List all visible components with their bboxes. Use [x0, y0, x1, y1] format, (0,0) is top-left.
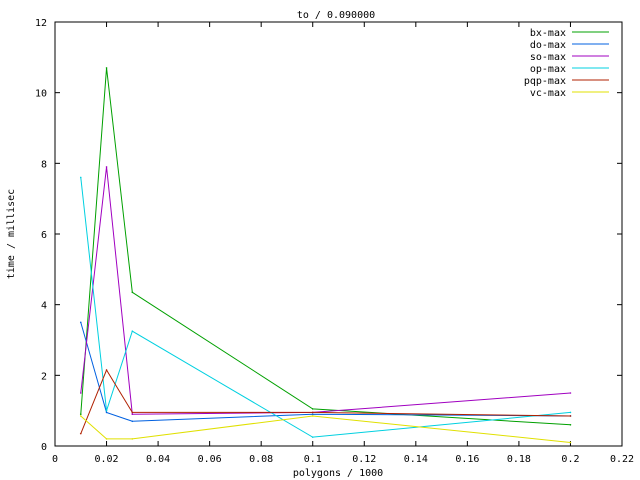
- data-point-op-max: [311, 436, 314, 438]
- data-point-bx-max: [131, 291, 134, 294]
- y-axis-label: time / millisec: [6, 189, 17, 279]
- x-tick-label: 0.22: [610, 454, 634, 465]
- data-point-so-max: [569, 392, 572, 394]
- x-tick-label: 0.12: [352, 454, 376, 465]
- data-point-op-max: [79, 176, 82, 179]
- y-tick-label: 6: [41, 230, 47, 241]
- data-point-vc-max: [105, 438, 108, 440]
- legend-label-so-max: so-max: [530, 52, 566, 63]
- legend-label-pqp-max: pqp-max: [524, 76, 566, 87]
- chart-title: to / 0.090000: [297, 10, 375, 21]
- data-point-op-max: [569, 411, 572, 414]
- x-tick-label: 0.14: [404, 454, 428, 465]
- y-tick-label: 0: [41, 442, 47, 453]
- legend-label-do-max: do-max: [530, 40, 566, 51]
- data-point-op-max: [131, 330, 134, 332]
- data-point-vc-max: [311, 415, 314, 417]
- data-point-pqp-max: [311, 411, 314, 414]
- data-point-do-max: [131, 420, 134, 423]
- data-point-pqp-max: [105, 369, 108, 371]
- data-point-vc-max: [79, 415, 82, 417]
- y-tick-label: 12: [35, 18, 47, 29]
- x-tick-label: 0.16: [455, 454, 479, 465]
- x-tick-label: 0.06: [198, 454, 222, 465]
- data-point-bx-max: [79, 413, 82, 416]
- x-tick-label: 0.08: [249, 454, 273, 465]
- data-point-do-max: [79, 321, 82, 324]
- x-axis-label: polygons / 1000: [293, 468, 383, 479]
- data-point-pqp-max: [79, 432, 82, 435]
- data-point-vc-max: [569, 441, 572, 444]
- x-tick-label: 0.1: [304, 454, 322, 465]
- x-tick-label: 0: [52, 454, 58, 465]
- data-point-do-max: [105, 411, 108, 414]
- x-tick-label: 0.2: [561, 454, 579, 465]
- legend-label-bx-max: bx-max: [530, 28, 566, 39]
- legend-label-vc-max: vc-max: [530, 88, 566, 99]
- data-point-op-max: [105, 409, 108, 412]
- y-tick-label: 2: [41, 371, 47, 382]
- y-tick-label: 10: [35, 89, 47, 100]
- series-line-bx-max: [80, 67, 571, 426]
- y-tick-label: 8: [41, 159, 47, 170]
- series-line-so-max: [80, 166, 571, 415]
- data-point-vc-max: [131, 438, 134, 440]
- data-point-bx-max: [569, 424, 572, 426]
- data-point-so-max: [131, 413, 134, 416]
- x-tick-label: 0.04: [146, 454, 170, 465]
- data-point-so-max: [79, 392, 82, 394]
- series-line-do-max: [80, 322, 571, 422]
- data-point-do-max: [311, 413, 314, 416]
- series-line-pqp-max: [80, 368, 571, 434]
- x-tick-label: 0.02: [94, 454, 118, 465]
- data-point-pqp-max: [131, 411, 134, 414]
- legend-label-op-max: op-max: [530, 64, 566, 75]
- data-point-bx-max: [311, 408, 314, 410]
- x-tick-label: 0.18: [507, 454, 531, 465]
- data-point-bx-max: [105, 67, 108, 69]
- series-lines: [79, 67, 572, 444]
- data-point-so-max: [105, 166, 108, 168]
- y-tick-label: 4: [41, 301, 47, 312]
- axis-ticks: 0 0.02 0.04 0.06 0.08 0.1 0.12 0.14 0.16 0.18 0.2 0…: [35, 18, 634, 465]
- data-point-pqp-max: [569, 415, 572, 417]
